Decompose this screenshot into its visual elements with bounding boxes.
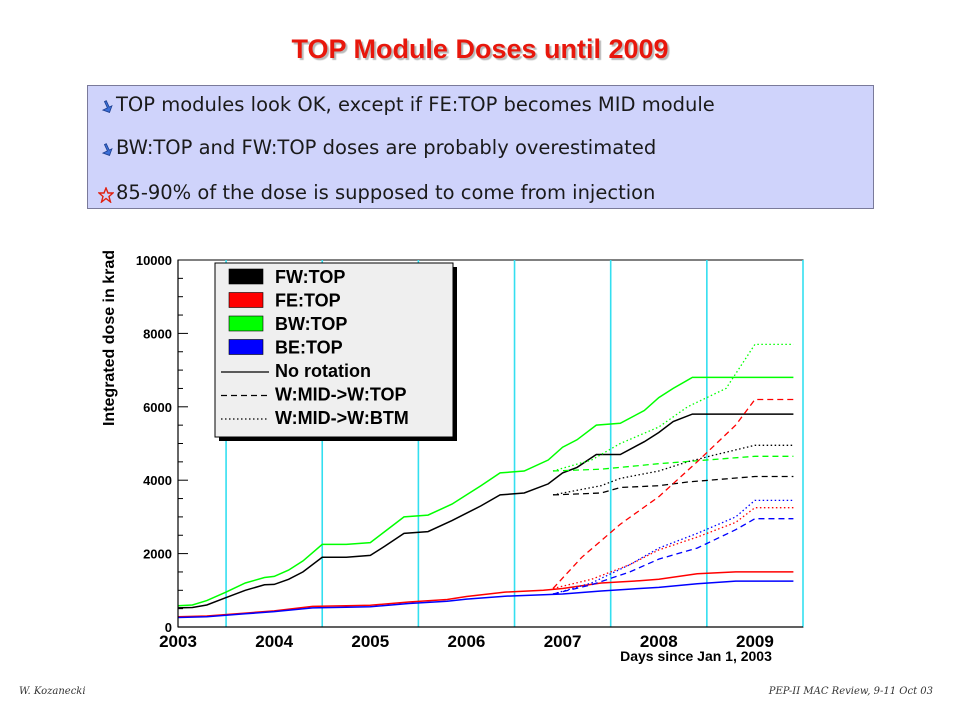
y-axis: 0 2000 4000 6000 8000 10000	[136, 253, 188, 635]
bullet-item: 85-90% of the dose is supposed to come f…	[97, 180, 656, 204]
x-axis-label: Days since Jan 1, 2003	[620, 648, 772, 664]
series-line	[177, 413, 794, 609]
x-tick-label: 2004	[255, 632, 293, 651]
y-tick-label: 0	[165, 620, 172, 635]
series-line	[552, 499, 794, 595]
legend-swatch	[228, 292, 264, 308]
arrow-bullet-icon	[98, 140, 116, 156]
bullet-text: BW:TOP and FW:TOP doses are probably ove…	[116, 136, 657, 159]
legend-label: FE:TOP	[275, 291, 341, 311]
legend-label: BW:TOP	[275, 314, 347, 334]
series-line	[552, 343, 794, 472]
legend-label: W:MID->W:TOP	[275, 385, 407, 405]
y-axis-label: Integrated dose in krad	[101, 250, 118, 426]
arrow-bullet-icon	[98, 97, 116, 113]
series-line	[177, 571, 794, 618]
series-line	[177, 376, 794, 607]
x-tick-label: 2007	[544, 632, 582, 651]
bullet-text: 85-90% of the dose is supposed to come f…	[116, 181, 656, 204]
footer-event: PEP-II MAC Review, 9-11 Oct 03	[768, 686, 933, 697]
legend-swatch	[228, 268, 264, 285]
series-line	[177, 580, 794, 619]
x-tick-label: 2003	[159, 632, 197, 651]
chart-legend: FW:TOP FE:TOP BW:TOP BE:TOP No rotation W:MID…	[214, 262, 457, 441]
legend-label: FW:TOP	[275, 267, 345, 287]
bullet-text: TOP modules look OK, except if FE:TOP be…	[116, 93, 715, 116]
legend-label: No rotation	[275, 361, 371, 381]
series-layer	[177, 343, 794, 619]
y-tick-label: 6000	[143, 400, 172, 415]
x-axis: 2003 2004 2005 2006 2007 2008 2009	[159, 626, 803, 651]
y-tick-label: 2000	[143, 547, 172, 562]
y-tick-label: 10000	[136, 253, 172, 268]
footer-author: W. Kozanecki	[19, 686, 86, 697]
series-line	[552, 398, 794, 589]
series-line	[552, 455, 794, 472]
x-tick-label: 2006	[448, 632, 486, 651]
legend-label: BE:TOP	[275, 338, 343, 358]
x-tick-label: 2008	[640, 632, 678, 651]
legend-swatch	[228, 315, 264, 332]
y-tick-label: 4000	[143, 473, 172, 488]
series-line	[552, 518, 794, 595]
legend-swatch	[228, 339, 264, 355]
bullet-item: BW:TOP and FW:TOP doses are probably ove…	[98, 135, 656, 159]
x-tick-label: 2009	[736, 632, 774, 651]
star-bullet-icon	[97, 185, 116, 204]
x-tick-label: 2005	[351, 632, 389, 651]
y-tick-label: 8000	[143, 326, 172, 341]
bullet-item: TOP modules look OK, except if FE:TOP be…	[98, 92, 715, 116]
bullet-box: TOP modules look OK, except if FE:TOP be…	[87, 85, 874, 209]
series-line	[552, 475, 794, 496]
slide-title: TOP Module Doses until 2009	[291, 34, 669, 64]
series-line	[552, 507, 794, 590]
legend-label: W:MID->W:BTM	[275, 408, 409, 428]
series-line	[552, 444, 794, 496]
